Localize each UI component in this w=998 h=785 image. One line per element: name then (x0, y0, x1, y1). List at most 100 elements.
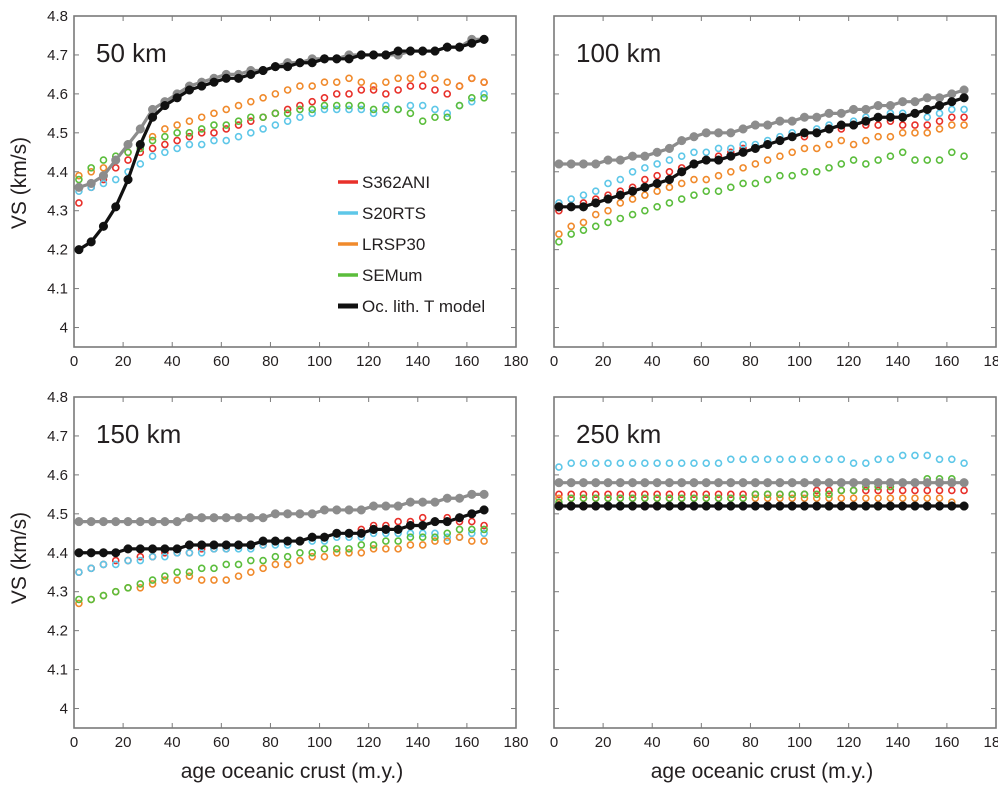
data-point (296, 556, 304, 565)
panel-title: 250 km (576, 419, 661, 449)
x-tick-label: 40 (164, 734, 181, 751)
data-point (259, 564, 267, 573)
data-point (75, 595, 83, 604)
data-point (566, 478, 576, 488)
data-point (393, 501, 403, 511)
data-point (959, 93, 969, 103)
data-point (960, 459, 968, 468)
data-point (812, 486, 821, 495)
data-point (591, 187, 600, 196)
data-point (751, 179, 760, 188)
data-point (738, 501, 748, 511)
data-point (86, 178, 96, 188)
data-point (664, 501, 674, 511)
data-point (690, 490, 698, 499)
data-point (555, 494, 563, 503)
data-point (394, 86, 402, 94)
data-point (947, 105, 956, 114)
data-point (628, 210, 637, 219)
data-point (111, 175, 120, 184)
data-point (653, 494, 661, 503)
data-point (788, 494, 796, 503)
data-point (418, 513, 427, 522)
data-point (431, 74, 439, 83)
data-point (690, 191, 698, 199)
x-tick-label: 60 (693, 353, 710, 370)
data-point (210, 109, 218, 118)
data-point (222, 576, 231, 584)
data-point (641, 191, 649, 199)
data-point (210, 564, 218, 573)
data-point (763, 156, 772, 164)
data-point (480, 529, 488, 538)
y-axis-label-bottom: VS (km/s) (8, 512, 31, 604)
data-point (357, 541, 366, 549)
data-point (136, 160, 145, 168)
data-point (210, 129, 218, 137)
data-point (172, 544, 182, 554)
data-point (849, 140, 858, 149)
data-point (308, 548, 316, 557)
data-point (554, 202, 564, 212)
data-point (467, 38, 477, 48)
series-gray (74, 489, 489, 527)
data-point (123, 517, 133, 527)
data-point (136, 580, 145, 588)
data-point (357, 86, 366, 94)
data-point (222, 121, 231, 129)
data-point (99, 179, 108, 188)
data-point (443, 113, 452, 122)
data-point (934, 93, 945, 103)
data-point (578, 202, 589, 212)
data-point (898, 451, 907, 460)
data-point (467, 93, 476, 102)
plot-frame (553, 396, 997, 729)
data-point (800, 494, 809, 503)
data-point (824, 124, 834, 134)
data-point (184, 85, 194, 95)
data-point (763, 490, 772, 499)
data-point (825, 494, 833, 503)
data-point (148, 112, 158, 122)
data-point (197, 564, 206, 573)
data-point (701, 155, 711, 165)
data-point (344, 54, 354, 64)
data-point (308, 82, 316, 90)
data-point (344, 505, 354, 515)
data-point (652, 178, 662, 188)
data-point (161, 552, 169, 561)
data-point (910, 501, 920, 511)
data-point (111, 164, 120, 172)
data-point (382, 545, 390, 553)
legend: S362ANI S20RTS LRSP30 SEMum Oc. lith. T mode… (338, 173, 485, 316)
data-point (714, 187, 723, 196)
data-point (161, 132, 169, 141)
data-point (320, 93, 329, 102)
data-point (628, 501, 638, 511)
data-point (320, 105, 329, 114)
data-point (554, 159, 564, 169)
y-tick-label: 4.4 (47, 164, 68, 181)
data-point (455, 82, 464, 90)
data-point (665, 167, 674, 176)
data-point (911, 494, 919, 503)
data-point (628, 151, 638, 161)
data-point (750, 478, 760, 488)
series-oc-lith-t-model (554, 93, 969, 212)
data-point (653, 490, 661, 499)
y-tick-label: 4.2 (47, 242, 68, 259)
data-point (702, 187, 711, 196)
y-tick-label: 4.5 (47, 125, 68, 142)
data-point (197, 576, 206, 584)
data-point (898, 486, 907, 495)
data-point (98, 221, 109, 231)
data-point (233, 513, 244, 523)
data-point (394, 74, 402, 83)
data-point (320, 552, 329, 561)
data-point (603, 155, 613, 165)
x-tick-label: 20 (595, 353, 612, 370)
data-point (935, 486, 944, 495)
data-point (885, 101, 895, 111)
data-point (418, 497, 428, 507)
x-tick-label: 140 (885, 734, 910, 751)
